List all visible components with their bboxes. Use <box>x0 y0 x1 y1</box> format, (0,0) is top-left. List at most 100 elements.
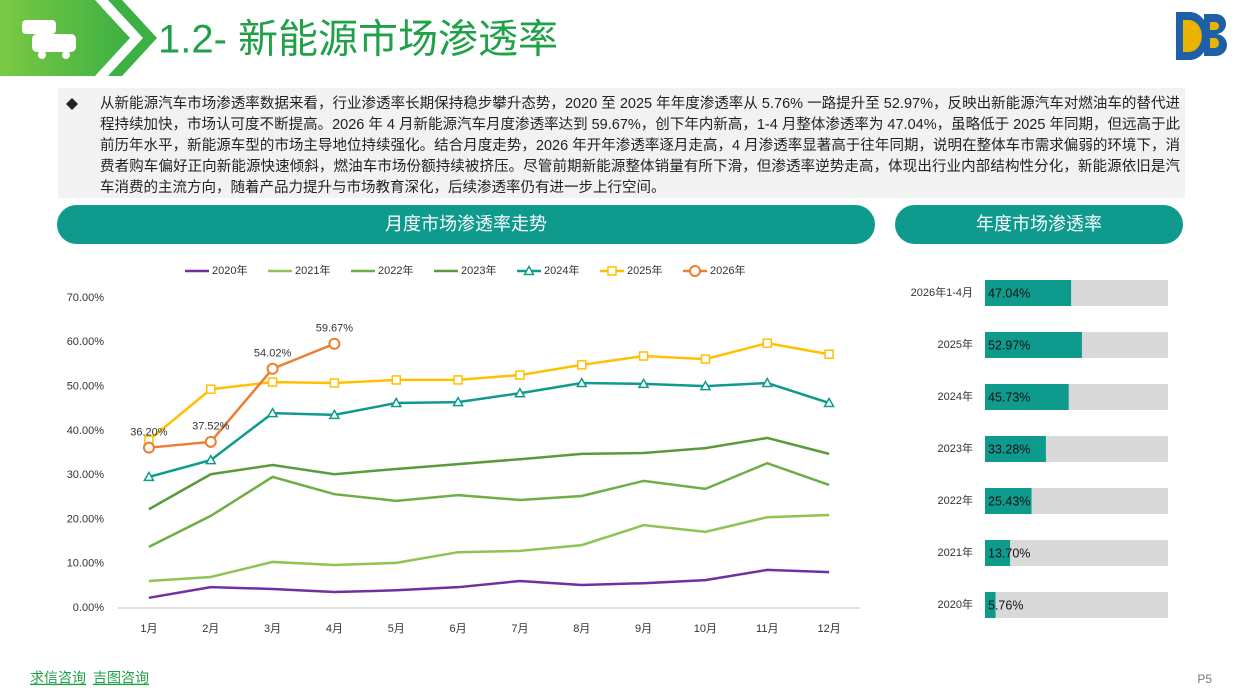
brand-link[interactable]: 求信咨询 <box>30 670 86 686</box>
data-label: 52.97% <box>988 338 1030 352</box>
marker <box>762 338 772 348</box>
y-tick-label: 2021年 <box>938 545 973 559</box>
marker <box>267 377 278 387</box>
x-tick-label: 9月 <box>635 623 652 635</box>
legend-label: 2021年 <box>295 263 330 277</box>
logo <box>1176 12 1227 60</box>
summary-box <box>58 88 1185 198</box>
y-tick-label: 60.00% <box>67 336 105 348</box>
data-label: 5.76% <box>988 598 1023 612</box>
marker <box>575 376 588 388</box>
series-line <box>148 342 335 449</box>
y-tick-label: 2022年 <box>938 493 973 507</box>
series-line <box>148 436 830 511</box>
data-label: 47.04% <box>988 286 1030 300</box>
car-icon <box>22 20 76 59</box>
marker <box>824 349 834 359</box>
legend-label: 2026年 <box>710 263 745 277</box>
bar <box>985 540 1011 566</box>
y-tick-label: 30.00% <box>67 469 105 481</box>
marker <box>266 407 279 418</box>
marker <box>823 396 835 408</box>
marker <box>577 360 587 370</box>
series-line <box>148 381 830 479</box>
x-tick-label: 7月 <box>511 623 528 635</box>
data-label: 25.43% <box>988 494 1030 508</box>
series-line <box>148 568 830 600</box>
series-line <box>148 513 830 583</box>
series-line <box>148 341 830 442</box>
chart-title: 年度市场渗透率 <box>976 214 1102 234</box>
marker <box>266 362 279 375</box>
marker <box>607 266 617 276</box>
x-tick-label: 12月 <box>817 623 840 635</box>
x-tick-label: 6月 <box>450 623 467 635</box>
legend-label: 2024年 <box>544 263 579 277</box>
bar <box>985 280 1072 306</box>
y-tick-label: 50.00% <box>67 380 105 392</box>
y-tick-label: 70.00% <box>67 292 105 304</box>
bar <box>985 488 1032 514</box>
marker <box>637 377 650 389</box>
legend-label: 2022年 <box>378 263 413 277</box>
y-tick-label: 20.00% <box>67 513 105 525</box>
x-tick-label: 11月 <box>756 623 778 635</box>
marker <box>452 396 464 407</box>
y-tick-label: 2020年 <box>938 597 973 611</box>
bar <box>985 436 1046 462</box>
bar <box>985 592 996 618</box>
data-label: 36.20% <box>130 427 168 439</box>
chevron <box>108 0 157 76</box>
bullet <box>66 98 78 110</box>
x-tick-label: 4月 <box>326 623 343 635</box>
y-tick-label: 0.00% <box>73 602 104 614</box>
data-label: 13.70% <box>988 546 1030 560</box>
page-number: P5 <box>1197 672 1212 686</box>
data-label: 33.28% <box>988 442 1030 456</box>
legend-label: 2023年 <box>461 263 496 277</box>
section-header <box>57 205 875 244</box>
marker <box>453 375 463 385</box>
summary: 从新能源汽车市场渗透率数据来看，行业渗透率长期保持稳步攀升态势，2020 至 2… <box>100 96 1180 196</box>
marker <box>143 470 155 482</box>
marker <box>328 408 341 420</box>
title: 1.2- 新能源市场渗透率 <box>158 18 558 62</box>
marker <box>699 380 712 391</box>
bar-track <box>985 592 1168 618</box>
data-label: 59.67% <box>316 323 354 335</box>
marker <box>204 454 217 465</box>
x-tick-label: 2月 <box>202 623 219 635</box>
data-label: 45.73% <box>988 390 1030 404</box>
marker <box>206 384 216 394</box>
x-tick-label: 8月 <box>573 623 590 635</box>
y-tick-label: 2025年 <box>938 337 973 351</box>
marker <box>390 396 403 408</box>
marker <box>329 378 340 388</box>
section-header <box>895 205 1183 244</box>
marker <box>761 376 774 388</box>
brand-link[interactable]: 吉图咨询 <box>93 670 149 686</box>
marker <box>328 337 341 350</box>
bar <box>985 332 1082 358</box>
y-tick-label: 2023年 <box>938 441 973 455</box>
bar <box>985 384 1069 410</box>
y-tick-label: 2024年 <box>938 389 973 403</box>
legend-label: 2025年 <box>627 263 662 277</box>
marker <box>700 354 711 364</box>
marker <box>391 375 401 385</box>
x-tick-label: 3月 <box>264 623 281 635</box>
chart-title: 月度市场渗透率走势 <box>385 214 547 234</box>
marker <box>514 387 526 398</box>
legend-label: 2020年 <box>212 263 247 277</box>
data-label: 54.02% <box>254 348 292 360</box>
marker <box>142 441 155 454</box>
y-tick-label: 40.00% <box>67 425 105 437</box>
x-tick-label: 5月 <box>388 623 405 635</box>
x-tick-label: 10月 <box>694 623 717 635</box>
marker <box>515 370 525 380</box>
marker <box>523 264 535 276</box>
y-tick-label: 10.00% <box>67 558 105 570</box>
marker <box>204 435 217 448</box>
